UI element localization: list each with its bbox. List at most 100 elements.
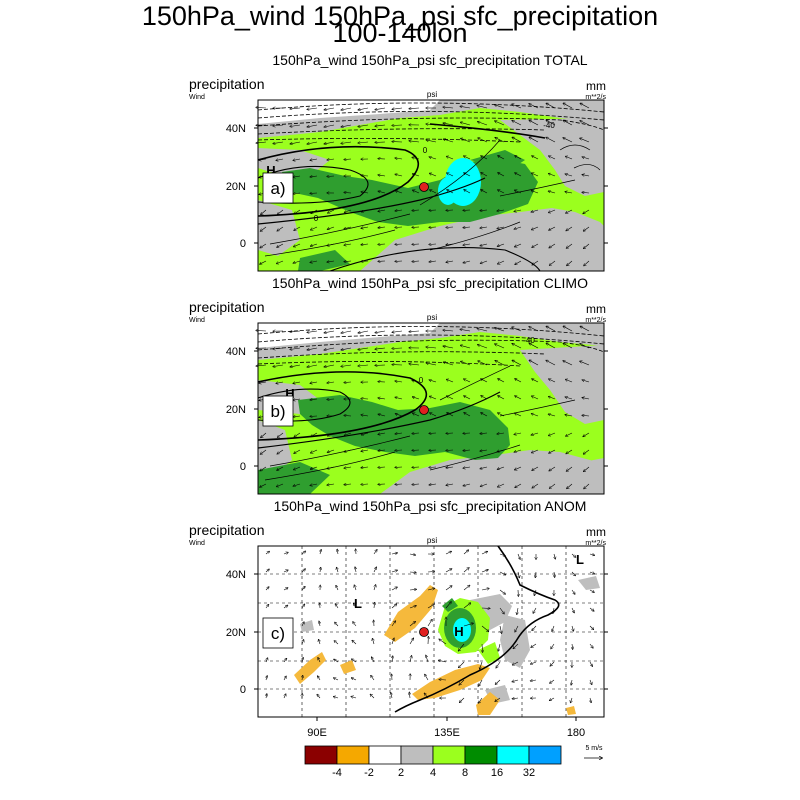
wind-vector xyxy=(430,413,437,417)
wind-vector xyxy=(310,484,318,486)
wind-vector xyxy=(497,243,505,246)
wind-vector xyxy=(278,209,284,214)
wind-vector xyxy=(515,625,519,632)
panel-c-right-sublabel: m**2/s xyxy=(585,540,606,547)
wind-vector xyxy=(571,697,573,703)
wind-vector xyxy=(334,697,339,699)
wind-vector xyxy=(447,190,454,194)
wind-vector xyxy=(464,379,471,383)
wind-vector xyxy=(410,656,412,663)
wind-vector xyxy=(324,107,335,110)
wind-vector xyxy=(395,210,403,211)
wind-vector xyxy=(358,365,369,366)
wind-vector xyxy=(481,413,488,417)
panel-c-center-label: psi xyxy=(427,536,437,545)
wind-vector xyxy=(478,138,488,143)
colorbar-label-4: 8 xyxy=(462,767,468,779)
wind-vector xyxy=(341,347,352,350)
wind-vector xyxy=(354,585,356,591)
wind-vector xyxy=(273,141,284,144)
wind-vector xyxy=(514,226,522,229)
wind-vector xyxy=(566,243,573,248)
wind-vector xyxy=(580,121,590,126)
wind-vector xyxy=(548,191,556,194)
wind-vector xyxy=(553,607,554,613)
wind-vector xyxy=(532,625,537,631)
wind-vector xyxy=(464,173,471,177)
wind-vector xyxy=(580,326,590,332)
wind-vector xyxy=(430,190,437,194)
wind-vector xyxy=(429,484,437,485)
wind-vector xyxy=(319,621,320,627)
wind-vector xyxy=(392,656,393,663)
wind-vector xyxy=(290,108,301,109)
wind-vector xyxy=(515,379,522,383)
wind-vector xyxy=(567,260,573,266)
wind-vector xyxy=(571,679,572,685)
wind-vector xyxy=(546,343,556,349)
wind-vector xyxy=(301,569,305,573)
wind-vector xyxy=(374,585,376,591)
wind-vector xyxy=(584,483,590,489)
wind-vector xyxy=(294,432,301,437)
wind-vector xyxy=(512,661,519,665)
wind-vector xyxy=(294,243,301,247)
wind-vector xyxy=(344,159,352,160)
panel-b-fields xyxy=(258,323,604,494)
wind-vector xyxy=(378,244,386,245)
wind-vector xyxy=(464,156,471,160)
wind-vector xyxy=(548,414,556,417)
wind-vector xyxy=(498,413,505,417)
colorbar-swatch-3 xyxy=(400,745,434,765)
wind-vector xyxy=(426,363,437,366)
wind-vector xyxy=(361,244,369,245)
wind-vector xyxy=(409,141,420,142)
wind-vector xyxy=(479,679,483,686)
wind-vector xyxy=(566,432,573,436)
wind-vector xyxy=(499,607,504,614)
figure-title-line2: 100-140lon xyxy=(332,18,468,48)
wind-vector xyxy=(445,551,451,555)
wind-vector xyxy=(302,676,303,681)
wind-vector xyxy=(344,484,352,485)
wind-vector xyxy=(409,108,420,109)
wind-vector xyxy=(425,674,429,681)
wind-vector xyxy=(461,138,471,143)
wind-vector xyxy=(378,467,386,468)
panel-b-left-label: precipitation xyxy=(189,299,265,315)
panel-c-fields xyxy=(258,546,604,717)
wind-vector xyxy=(582,380,590,383)
wind-vector xyxy=(463,467,471,468)
wind-vector xyxy=(310,399,318,400)
wind-vector xyxy=(590,697,591,703)
panel-b-contour-label-2: 0 xyxy=(419,376,424,385)
wind-vector xyxy=(294,449,301,453)
wind-vector xyxy=(549,174,556,177)
colorbar-swatch-1 xyxy=(336,745,370,765)
wind-vector xyxy=(563,361,573,366)
panel-a-right-sublabel: m**2/s xyxy=(585,94,606,101)
wind-vector xyxy=(301,604,305,609)
wind-vector xyxy=(531,191,539,194)
wind-vector xyxy=(549,432,556,436)
wind-vector xyxy=(429,380,437,383)
wind-vector xyxy=(532,226,539,230)
xtick-135e: 135E xyxy=(434,727,460,739)
panel-c-right-label: mm xyxy=(586,525,606,539)
wind-vector xyxy=(546,120,556,126)
wind-vector xyxy=(327,382,335,383)
wind-vector xyxy=(514,433,522,435)
wind-vector xyxy=(460,345,471,349)
wind-vector xyxy=(327,226,335,229)
wind-vector xyxy=(354,603,357,609)
wind-vector xyxy=(458,643,465,651)
wind-vector xyxy=(391,638,394,645)
wind-vector xyxy=(375,348,386,349)
wind-vector xyxy=(310,243,318,246)
panel-a-ytick-40n: 40N xyxy=(226,123,246,135)
wind-vector xyxy=(265,587,269,591)
wind-vector xyxy=(260,449,267,454)
panel-c: 150hPa_wind 150hPa_psi sfc_precipitation… xyxy=(189,498,606,739)
wind-vector xyxy=(392,331,403,332)
wind-vector xyxy=(378,210,386,211)
